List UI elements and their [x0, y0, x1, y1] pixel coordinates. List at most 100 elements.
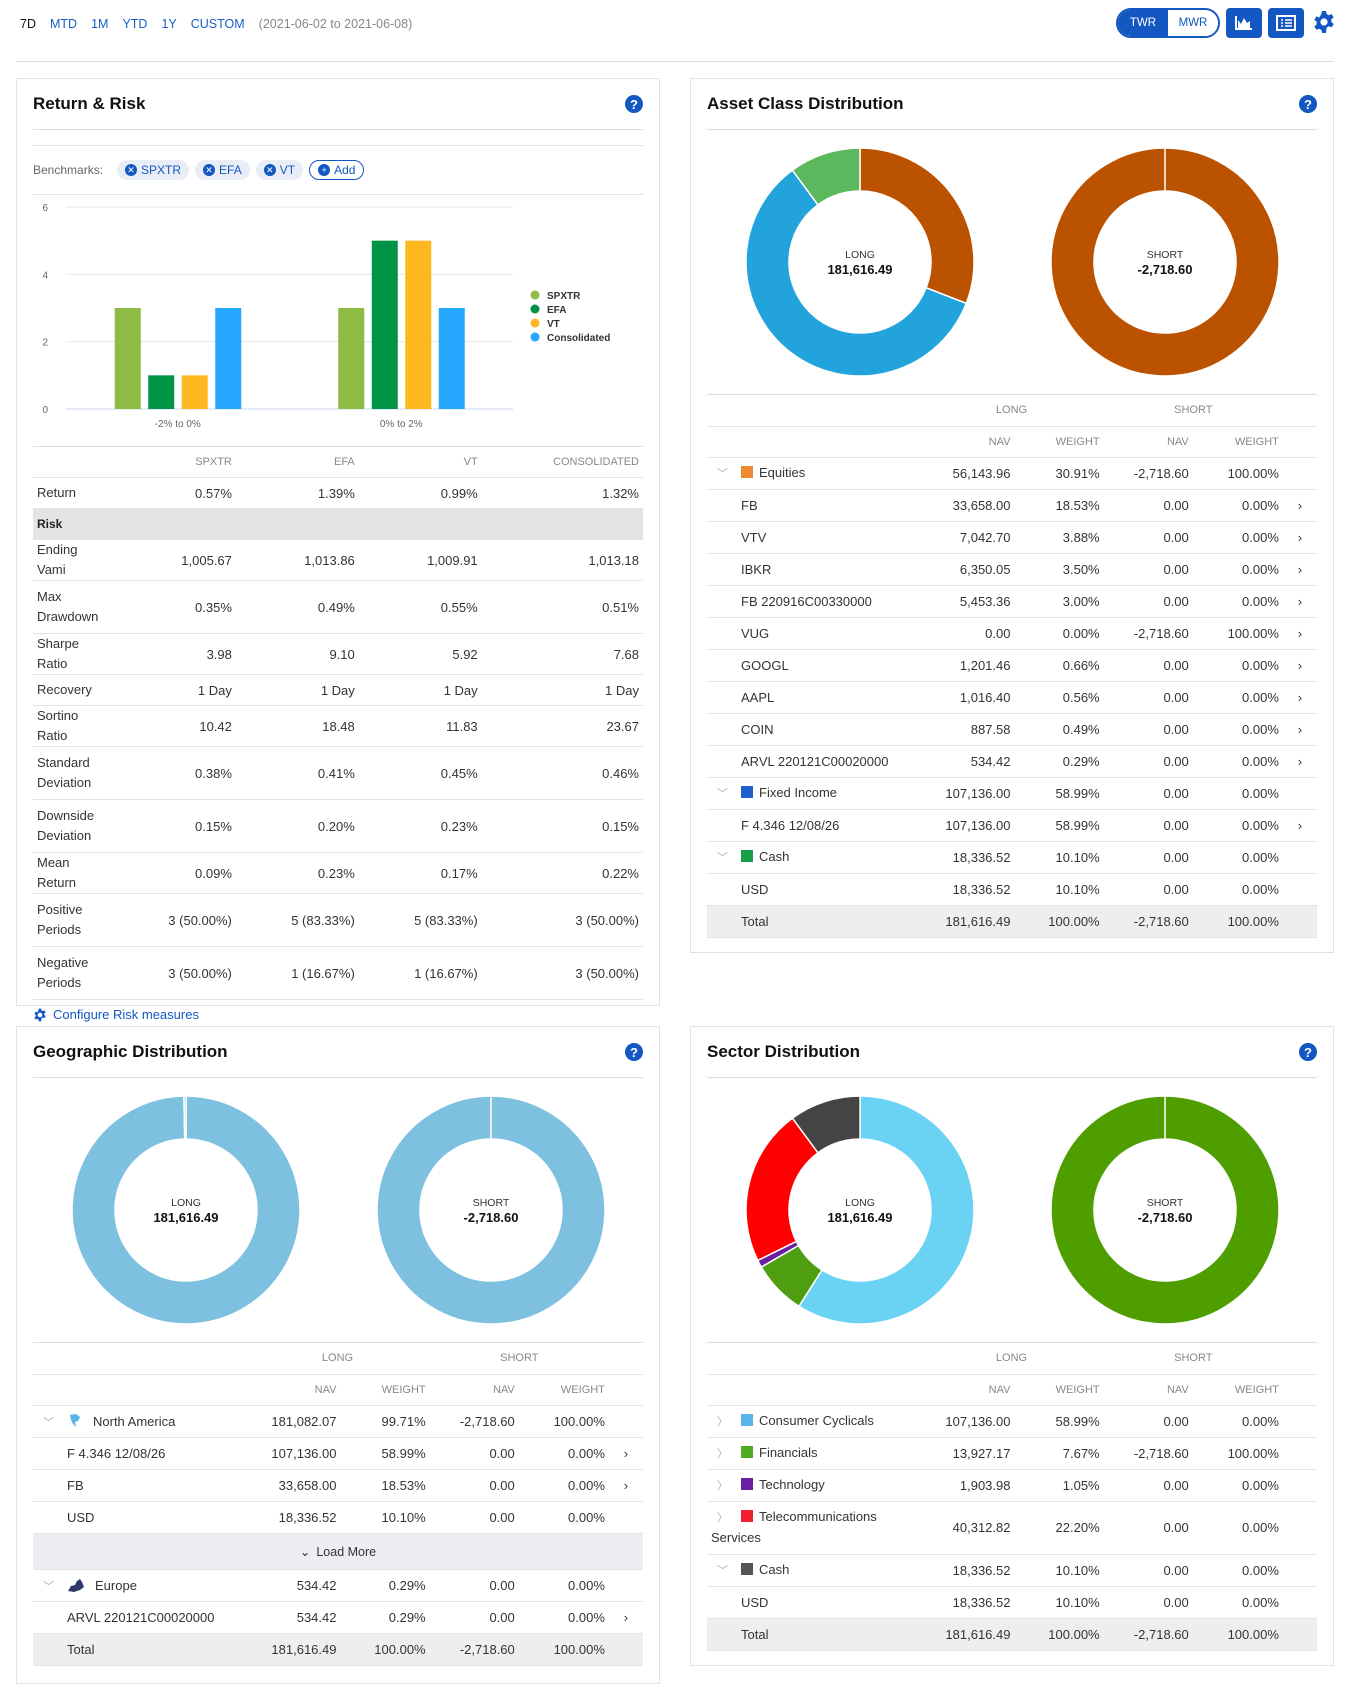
table-row[interactable]: ARVL 220121C00020000 534.42 0.29% 0.00 0.00%… [707, 745, 1317, 778]
period-1y[interactable]: 1Y [161, 17, 177, 31]
remove-icon[interactable]: ✕ [263, 164, 276, 176]
load-more-row[interactable]: ⌄ Load More [33, 1533, 643, 1570]
chevron-right-icon[interactable]: › [1297, 753, 1303, 769]
donut-slice[interactable] [858, 147, 975, 305]
donut-slice[interactable] [744, 1117, 819, 1262]
table-row[interactable]: ﹀ Cash 18,336.52 10.10% 0.00 0.00% [707, 841, 1317, 874]
table-row[interactable]: ﹀ Europe 534.42 0.29% 0.00 0.00% [33, 1569, 643, 1602]
chevron-right-icon[interactable]: › [1297, 529, 1303, 545]
chevron-right-icon[interactable]: › [1297, 657, 1303, 673]
table-row[interactable]: VTV 7,042.70 3.88% 0.00 0.00% › [707, 521, 1317, 554]
donut-slice[interactable] [375, 1095, 606, 1325]
chart-view-button[interactable] [1226, 8, 1262, 38]
table-row[interactable]: VUG 0.00 0.00% -2,718.60 100.00% › [707, 617, 1317, 650]
table-row[interactable]: FB 33,658.00 18.53% 0.00 0.00% › [33, 1469, 643, 1502]
chevron-right-icon[interactable]: › [623, 1445, 629, 1461]
cell-value: 0.00 [1103, 1405, 1193, 1438]
chevron-right-icon[interactable]: › [1297, 689, 1303, 705]
donut-slice[interactable] [790, 1095, 861, 1154]
chevron-down-icon[interactable]: ﹀ [717, 852, 728, 864]
cell-value: 107,136.00 [919, 809, 1015, 842]
chevron-down-icon[interactable]: ﹀ [43, 1416, 54, 1429]
table-row[interactable]: ARVL 220121C00020000 534.42 0.29% 0.00 0.00%… [33, 1601, 643, 1634]
table-row[interactable]: COIN 887.58 0.49% 0.00 0.00% › [707, 713, 1317, 746]
table-row[interactable]: GOOGL 1,201.46 0.66% 0.00 0.00% › [707, 649, 1317, 682]
table-row[interactable]: ﹀ North America 181,082.07 99.71% -2,718.60 1… [33, 1405, 643, 1438]
chevron-right-icon[interactable]: › [623, 1609, 629, 1625]
help-icon[interactable]: ? [1299, 1043, 1317, 1061]
help-icon[interactable]: ? [625, 1043, 643, 1061]
donut-slice[interactable] [744, 169, 967, 377]
metric-value: 0.49% [235, 580, 359, 634]
donut-slice[interactable] [790, 147, 861, 206]
table-row[interactable]: 〉 Consumer Cyclicals 107,136.00 58.99% 0.00 0… [707, 1405, 1317, 1438]
table-row[interactable]: 〉 Telecommunications Services 40,312.82 22.… [707, 1501, 1317, 1555]
cell-value: 181,616.49 [919, 1618, 1015, 1651]
chevron-down-icon[interactable]: ﹀ [717, 468, 728, 480]
table-row[interactable]: USD 18,336.52 10.10% 0.00 0.00% [707, 873, 1317, 906]
metric-value: 0.99% [358, 477, 482, 509]
chevron-right-icon[interactable]: › [1297, 497, 1303, 513]
donut-slice[interactable] [797, 1095, 975, 1325]
chevron-right-icon[interactable]: 〉 [717, 1448, 728, 1460]
settings-button[interactable] [1310, 10, 1338, 37]
table-row[interactable]: F 4.346 12/08/26 107,136.00 58.99% 0.00 0.00… [707, 809, 1317, 842]
twr-button[interactable]: TWR [1118, 10, 1168, 36]
table-row[interactable]: AAPL 1,016.40 0.56% 0.00 0.00% › [707, 681, 1317, 714]
chevron-right-icon[interactable]: › [1297, 593, 1303, 609]
donut-slice[interactable] [70, 1095, 301, 1325]
return-mode-toggle: TWR MWR [1116, 8, 1220, 38]
chevron-right-icon[interactable]: 〉 [717, 1416, 728, 1428]
chevron-down-icon[interactable]: ﹀ [717, 1565, 728, 1577]
cell-value: 0.00% [518, 1437, 609, 1470]
weight-header: WEIGHT [1192, 1374, 1283, 1406]
chevron-right-icon[interactable]: 〉 [717, 1512, 728, 1524]
chevron-right-icon[interactable]: › [1297, 721, 1303, 737]
donut-row: LONG 181,616.49 SHORT -2,718.60 [707, 1078, 1317, 1343]
row-name: ARVL 220121C00020000 [741, 753, 889, 769]
table-row[interactable]: FB 33,658.00 18.53% 0.00 0.00% › [707, 489, 1317, 522]
metric-value: 1 (16.67%) [358, 946, 482, 1000]
table-row[interactable]: ﹀ Equities 56,143.96 30.91% -2,718.60 100.00% [707, 457, 1317, 490]
table-row[interactable]: IBKR 6,350.05 3.50% 0.00 0.00% › [707, 553, 1317, 586]
help-icon[interactable]: ? [625, 95, 643, 113]
table-row[interactable]: USD 18,336.52 10.10% 0.00 0.00% [33, 1501, 643, 1534]
remove-icon[interactable]: ✕ [125, 164, 138, 176]
donut-slice[interactable] [1049, 1095, 1280, 1325]
help-icon[interactable]: ? [1299, 95, 1317, 113]
period-1m[interactable]: 1M [91, 17, 109, 31]
table-row[interactable]: F 4.346 12/08/26 107,136.00 58.99% 0.00 0.00… [33, 1437, 643, 1470]
chevron-down-icon[interactable]: ﹀ [717, 788, 728, 800]
cell-value: 100.00% [1192, 617, 1283, 650]
period-7d[interactable]: 7D [20, 17, 36, 31]
add-benchmark-button[interactable]: + Add [309, 160, 365, 180]
table-row: Downside Deviation 0.15% 0.20% 0.23% 0.15% [33, 799, 643, 853]
table-row[interactable]: FB 220916C00330000 5,453.36 3.00% 0.00 0.00%… [707, 585, 1317, 618]
donut-slice[interactable] [182, 1095, 187, 1140]
chevron-right-icon[interactable]: › [623, 1477, 629, 1493]
table-row[interactable]: 〉 Technology 1,903.98 1.05% 0.00 0.00% [707, 1469, 1317, 1502]
table-row[interactable]: USD 18,336.52 10.10% 0.00 0.00% [707, 1586, 1317, 1619]
table-row[interactable]: ﹀ Fixed Income 107,136.00 58.99% 0.00 0.00% [707, 777, 1317, 810]
remove-icon[interactable]: ✕ [203, 164, 216, 176]
y-tick-label: 2 [42, 338, 48, 349]
column-header-row: NAV WEIGHT NAV WEIGHT [707, 426, 1317, 458]
period-mtd[interactable]: MTD [49, 17, 78, 31]
cell-value: 0.00 [1103, 777, 1193, 810]
period-ytd[interactable]: YTD [122, 17, 148, 31]
cell-value: 100.00% [1014, 905, 1104, 938]
list-view-button[interactable] [1268, 8, 1304, 38]
donut-slice[interactable] [1049, 147, 1280, 377]
chevron-down-icon[interactable]: ﹀ [43, 1580, 54, 1593]
table-row[interactable]: ﹀ Cash 18,336.52 10.10% 0.00 0.00% [707, 1554, 1317, 1587]
chevron-right-icon[interactable]: › [1297, 817, 1303, 833]
panel-title: Geographic Distribution [33, 1042, 228, 1061]
chevron-right-icon[interactable]: › [1297, 561, 1303, 577]
legend-marker [530, 290, 540, 300]
chevron-right-icon[interactable]: 〉 [717, 1480, 728, 1492]
table-row[interactable]: 〉 Financials 13,927.17 7.67% -2,718.60 100.00… [707, 1437, 1317, 1470]
row-name: GOOGL [741, 657, 789, 673]
chevron-right-icon[interactable]: › [1297, 625, 1303, 641]
mwr-button[interactable]: MWR [1168, 10, 1218, 36]
period-custom[interactable]: CUSTOM [190, 17, 245, 31]
